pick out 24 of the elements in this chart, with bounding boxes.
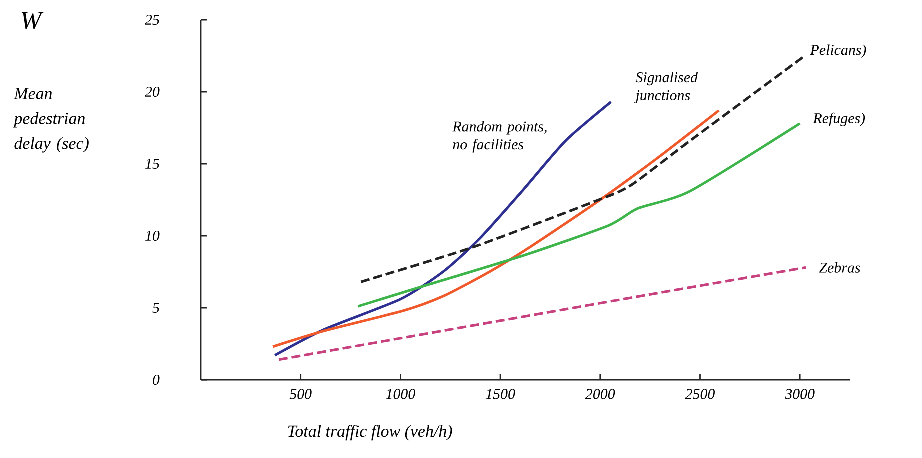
y-tick-label: 20 [145,86,160,98]
series-label: Refuges) [813,112,866,127]
x-tick-label: 1500 [486,389,516,400]
series-label: Pelicans) [810,44,866,58]
y-tick-label: 5 [152,303,160,313]
y-tick-label: 15 [146,159,160,169]
line-series [360,56,804,284]
x-tick-label: 1000 [386,389,416,400]
series-label: Random points, no facilities [452,121,547,153]
line-series [274,100,612,357]
x-tick-label: 500 [290,389,312,400]
y-axis-title: Mean pedestrian delay (sec) [13,88,89,153]
x-tick-label: 2000 [585,389,616,400]
x-tick-label: 2500 [685,389,715,400]
x-axis-title: Total traffic flow (veh/h) [288,425,452,441]
x-tick-label: 3000 [785,389,815,400]
line-series [356,122,802,308]
y-tick-label: 10 [146,230,160,242]
y-tick-label: 25 [145,14,160,26]
line-series [272,109,720,348]
chart-title: W [22,12,44,30]
y-tick-label: 0 [153,374,160,386]
series-label: Signalised junctions [634,72,698,104]
series-label: Zebras [819,262,860,273]
